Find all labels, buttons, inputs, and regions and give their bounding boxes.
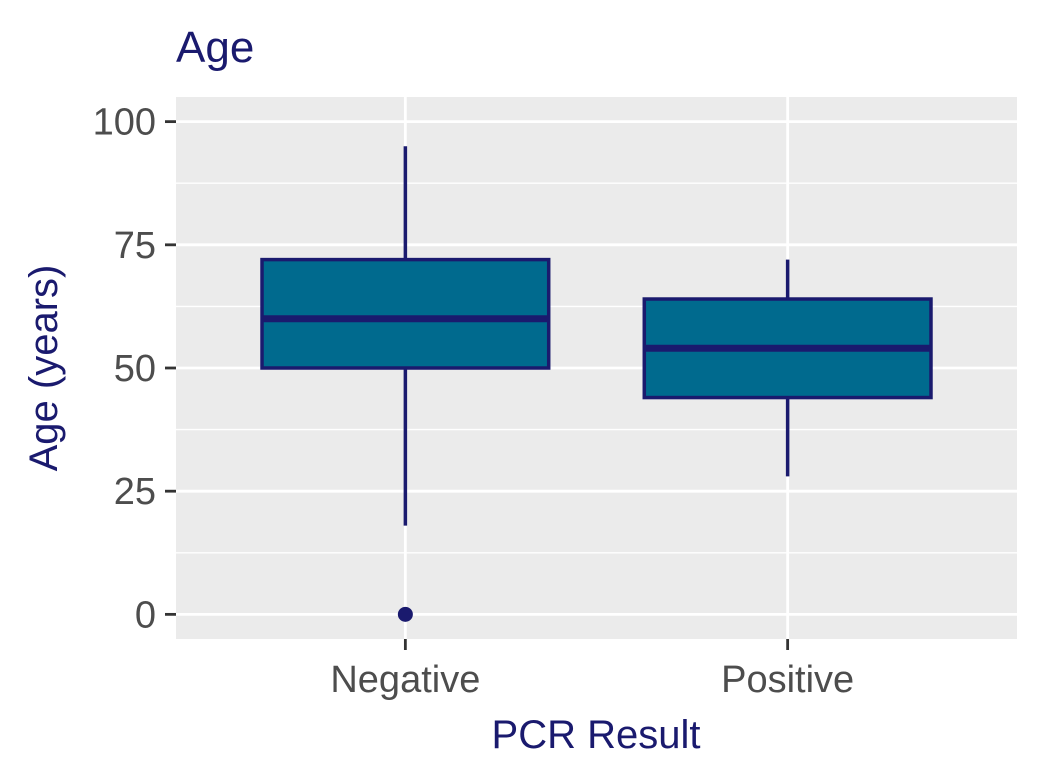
axes: 0 25 50 75 100 Negative Positive: [93, 102, 855, 701]
y-tick-label: 100: [93, 102, 156, 144]
y-tick-label: 75: [114, 225, 156, 267]
box-iqr: [260, 257, 551, 370]
y-tick-label: 0: [135, 594, 156, 636]
outlier-point: [397, 606, 413, 622]
boxes: [260, 146, 933, 622]
x-tick-label: Positive: [721, 659, 854, 701]
chart-title: Age: [176, 23, 254, 72]
box-positive: [642, 259, 933, 477]
x-tick-label: Negative: [330, 659, 480, 701]
box-negative: [260, 146, 551, 622]
y-tick-label: 25: [114, 471, 156, 513]
y-tick-label: 50: [114, 348, 156, 390]
y-axis-title: Age (years): [22, 265, 66, 472]
x-axis-title: PCR Result: [492, 713, 701, 757]
